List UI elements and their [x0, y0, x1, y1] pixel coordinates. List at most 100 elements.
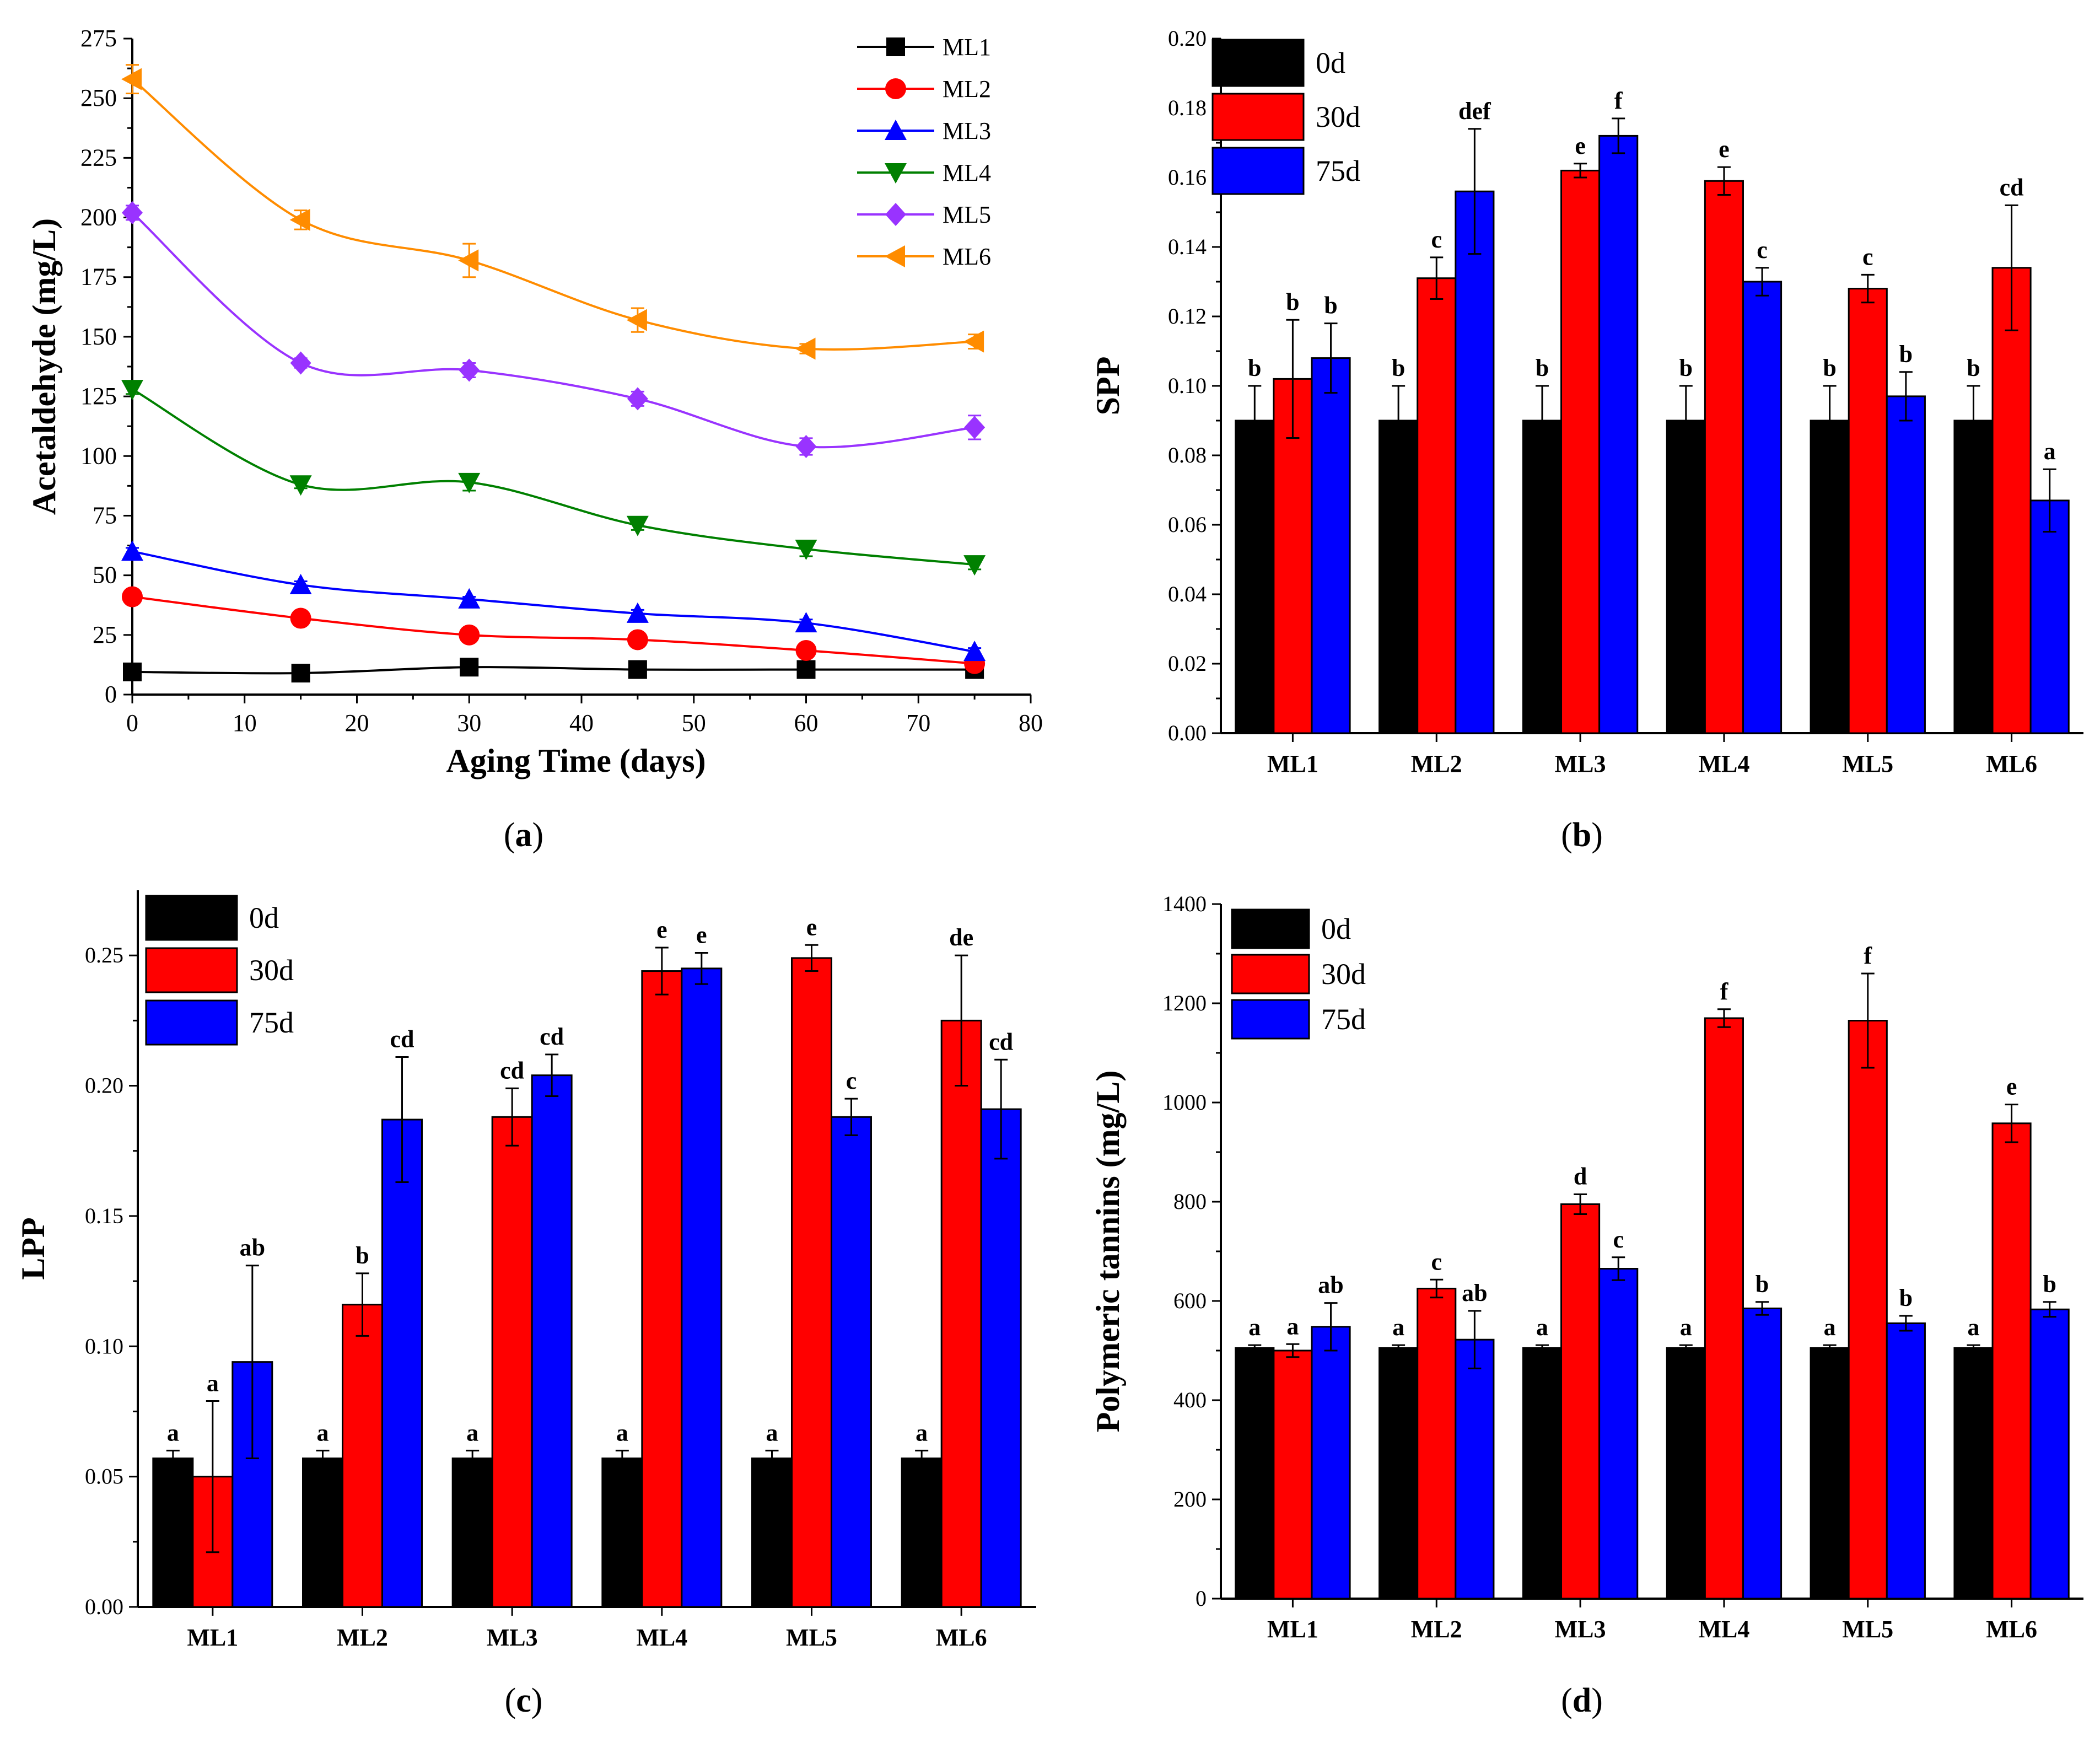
legend-item-30d: 30d: [145, 947, 294, 993]
bar-30d-ml2: [342, 1304, 383, 1608]
data-point: [795, 612, 817, 633]
panel-label: (d): [1561, 1682, 1603, 1719]
y-tick-label: 0.00: [85, 1594, 123, 1619]
legend-item-75d: 75d: [1231, 999, 1366, 1040]
significance-letter: ab: [240, 1234, 265, 1261]
significance-letter: b: [1392, 354, 1405, 381]
x-tick-label: ML5: [1842, 750, 1893, 777]
legend-item-0d: 0d: [1231, 908, 1351, 949]
bar-75d-ml5: [1886, 1322, 1926, 1600]
data-point: [289, 475, 312, 496]
panel-label-c: (c): [505, 1682, 543, 1719]
data-point: [796, 660, 816, 679]
y-axis-label: Acetaldehyde (mg/L): [26, 218, 62, 515]
bar-30d-ml6: [1991, 267, 2032, 734]
x-tick-label: ML2: [337, 1624, 388, 1651]
bar-0d-ml3: [1522, 420, 1563, 734]
x-tick-label: 70: [906, 709, 930, 736]
legend-swatch: [1211, 39, 1305, 87]
y-tick-label: 1000: [1162, 1090, 1207, 1115]
y-tick-label: 0.00: [1168, 720, 1207, 745]
significance-letter: cd: [2000, 174, 2024, 201]
significance-letter: a: [1536, 1314, 1548, 1341]
x-tick-label: ML3: [487, 1624, 538, 1651]
legend-swatch: [1211, 93, 1305, 141]
bar-0d-ml1: [1235, 420, 1275, 734]
bar-30d-ml2: [1417, 277, 1457, 734]
chart-spp: 0.00 0.02 0.04 0.06 0.08 0.10 0.12 0.14 0.16 0.18…: [1090, 26, 2083, 777]
y-tick-label: 0.10: [1168, 373, 1207, 398]
significance-letter: a: [1248, 1314, 1261, 1341]
bar-0d-ml5: [1810, 1347, 1850, 1600]
chart-acetaldehyde: 0 25 50 75 100 125 150 175 200 225 250 275 0 10 20 30 40…: [26, 25, 1043, 779]
y-tick-label: 0.04: [1168, 582, 1207, 606]
x-tick-label: 50: [682, 709, 706, 736]
significance-letter: a: [1286, 1313, 1299, 1340]
significance-letter: c: [1862, 243, 1873, 270]
significance-letter: c: [1613, 1226, 1624, 1253]
data-point: [289, 573, 312, 594]
bar-0d-ml4: [601, 1458, 643, 1608]
series-ml3: [121, 540, 986, 662]
data-point: [290, 351, 311, 375]
x-tick-label: ML1: [187, 1624, 238, 1651]
bar-30d-ml4: [641, 970, 683, 1608]
bar-75d-ml1: [1311, 357, 1351, 734]
y-axis-label: SPP: [1090, 357, 1126, 416]
significance-letter: b: [356, 1242, 369, 1269]
data-point: [121, 540, 143, 561]
data-point: [963, 330, 984, 353]
data-point: [627, 629, 648, 650]
x-tick-label: 40: [569, 709, 594, 736]
data-point: [795, 337, 816, 360]
y-tick-label: 150: [80, 323, 117, 350]
data-point: [291, 664, 310, 683]
legend-label: ML2: [943, 76, 991, 103]
legend-item-ml6: ML6: [857, 243, 991, 270]
y-tick-label: 25: [93, 621, 117, 648]
legend-item-ml3: ML3: [857, 117, 991, 144]
y-tick-label: 0.14: [1168, 234, 1207, 259]
legend-swatch: [1231, 999, 1310, 1040]
significance-letter: a: [317, 1419, 329, 1446]
y-tick-label: 200: [1173, 1487, 1207, 1512]
data-point: [458, 249, 479, 272]
series-line: [132, 595, 975, 665]
significance-letter: e: [806, 913, 817, 940]
y-tick-label: 0.10: [85, 1333, 123, 1358]
significance-letter: b: [1899, 1284, 1913, 1311]
data-point: [626, 602, 649, 623]
bar-75d-ml4: [1742, 281, 1783, 734]
series-ml5: [122, 201, 986, 458]
x-tick-label: 10: [233, 709, 257, 736]
significance-letter: b: [1899, 341, 1913, 368]
legend-swatch: [145, 947, 238, 993]
legend-label: 30d: [1316, 100, 1360, 133]
bar-0d-ml3: [1522, 1347, 1563, 1600]
significance-letter: e: [1719, 136, 1730, 163]
data-point: [122, 201, 143, 224]
bar-75d-ml4: [1742, 1308, 1783, 1600]
data-point: [627, 387, 648, 411]
significance-letter: b: [1823, 354, 1836, 381]
significance-letter: c: [1431, 1248, 1442, 1275]
y-tick-label: 175: [80, 263, 117, 291]
panel-label: (c): [505, 1682, 543, 1719]
series-line: [131, 78, 975, 351]
significance-letter: c: [1431, 226, 1442, 253]
legend-swatch: [1211, 147, 1305, 195]
y-tick-label: 800: [1173, 1189, 1207, 1214]
significance-letter: b: [1536, 354, 1549, 381]
y-axis-label: LPP: [15, 1217, 51, 1279]
data-point: [628, 660, 647, 679]
significance-letter: a: [916, 1419, 928, 1446]
significance-letter: a: [207, 1370, 219, 1397]
bar-30d-ml5: [791, 957, 832, 1608]
legend-swatch: [1231, 954, 1310, 994]
data-point: [795, 434, 817, 458]
significance-letter: cd: [390, 1026, 414, 1053]
significance-letter: f: [1864, 942, 1872, 969]
y-tick-label: 225: [80, 144, 117, 171]
significance-letter: cd: [989, 1028, 1013, 1055]
bar-0d-ml3: [451, 1458, 493, 1608]
